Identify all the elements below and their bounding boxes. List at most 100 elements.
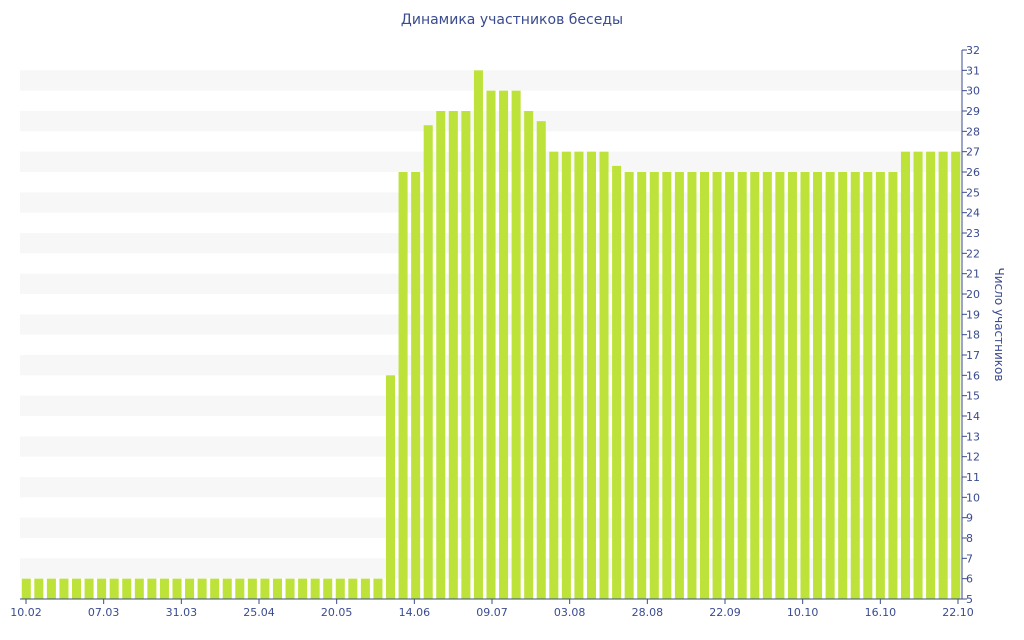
y-tick-label: 27 <box>966 146 980 159</box>
bar <box>72 578 82 599</box>
bar <box>624 172 634 599</box>
bar <box>323 578 333 599</box>
bar <box>687 172 697 599</box>
bar <box>913 151 923 600</box>
x-tick-label: 16.10 <box>865 606 897 619</box>
bar <box>762 172 772 599</box>
bar <box>499 90 509 600</box>
x-tick-label: 10.10 <box>787 606 819 619</box>
x-tick-label: 09.07 <box>476 606 508 619</box>
bar <box>900 151 910 600</box>
x-tick-label: 22.09 <box>709 606 741 619</box>
bar <box>222 578 232 599</box>
x-tick-label: 25.04 <box>243 606 275 619</box>
bar <box>360 578 370 599</box>
y-tick-label: 31 <box>966 64 980 77</box>
bar <box>122 578 132 599</box>
bar <box>197 578 207 599</box>
bar <box>787 172 797 599</box>
bar <box>536 121 546 600</box>
y-tick-label: 26 <box>966 166 980 179</box>
bar <box>700 172 710 599</box>
bar <box>473 70 483 599</box>
bar <box>712 172 722 599</box>
x-tick-label: 07.03 <box>88 606 120 619</box>
bar <box>34 578 44 599</box>
bar <box>247 578 257 599</box>
x-tick-label: 28.08 <box>632 606 664 619</box>
y-tick-label: 16 <box>966 369 980 382</box>
bar <box>448 111 458 599</box>
x-tick-label: 14.06 <box>399 606 431 619</box>
bar <box>147 578 157 599</box>
x-ticks: 10.02 07.03 31.03 25.04 20.05 14.06 09.07 03.08… <box>10 599 974 619</box>
bar <box>109 578 119 599</box>
bar <box>21 578 31 599</box>
bar <box>310 578 320 599</box>
bars <box>21 70 961 600</box>
y-tick-label: 13 <box>966 430 980 443</box>
bar <box>938 151 948 600</box>
bar <box>373 578 383 599</box>
bar <box>649 172 659 599</box>
y-axis-label: Число участников <box>992 268 1006 382</box>
bar <box>775 172 785 599</box>
bar <box>84 578 94 599</box>
y-tick-label: 6 <box>966 573 973 586</box>
grid-band <box>20 70 962 91</box>
bar <box>674 172 684 599</box>
bar <box>511 90 521 600</box>
bar <box>398 172 408 599</box>
y-tick-label: 15 <box>966 390 980 403</box>
bar <box>838 172 848 599</box>
x-tick-label: 22.10 <box>942 606 974 619</box>
bar <box>260 578 270 599</box>
bar <box>888 172 898 599</box>
y-tick-label: 22 <box>966 247 980 260</box>
x-tick-label: 03.08 <box>554 606 586 619</box>
bar <box>159 578 169 599</box>
bar <box>348 578 358 599</box>
y-tick-label: 17 <box>966 349 980 362</box>
bar <box>750 172 760 599</box>
y-ticks: 5 6 7 8 9 10 11 12 13 14 15 16 17 18 19 20 21 22 23 24 25 26 2… <box>962 44 980 606</box>
bar <box>850 172 860 599</box>
bar <box>386 375 396 599</box>
bar <box>813 172 823 599</box>
bar <box>875 172 885 599</box>
bar <box>335 578 345 599</box>
y-tick-label: 14 <box>966 410 980 423</box>
y-tick-label: 5 <box>966 593 973 606</box>
x-tick-label: 20.05 <box>321 606 353 619</box>
y-tick-label: 29 <box>966 105 980 118</box>
y-tick-label: 24 <box>966 207 980 220</box>
y-tick-label: 8 <box>966 532 973 545</box>
bar <box>599 151 609 600</box>
bar <box>951 151 961 600</box>
bar <box>926 151 936 600</box>
y-tick-label: 23 <box>966 227 980 240</box>
y-tick-label: 25 <box>966 186 980 199</box>
chart-title: Динамика участников беседы <box>400 12 624 28</box>
bar <box>725 172 735 599</box>
bar <box>411 172 421 599</box>
bar <box>574 151 584 600</box>
bar <box>272 578 282 599</box>
y-tick-label: 32 <box>966 44 980 57</box>
bar <box>825 172 835 599</box>
bar <box>737 172 747 599</box>
bar <box>436 111 446 599</box>
bar <box>486 90 496 600</box>
bar <box>524 111 534 599</box>
bar <box>863 172 873 599</box>
y-tick-label: 21 <box>966 268 980 281</box>
bar <box>46 578 56 599</box>
y-tick-label: 7 <box>966 552 973 565</box>
bar <box>662 172 672 599</box>
x-tick-label: 10.02 <box>10 606 42 619</box>
bar <box>612 165 622 599</box>
bar <box>586 151 596 600</box>
bar <box>59 578 69 599</box>
